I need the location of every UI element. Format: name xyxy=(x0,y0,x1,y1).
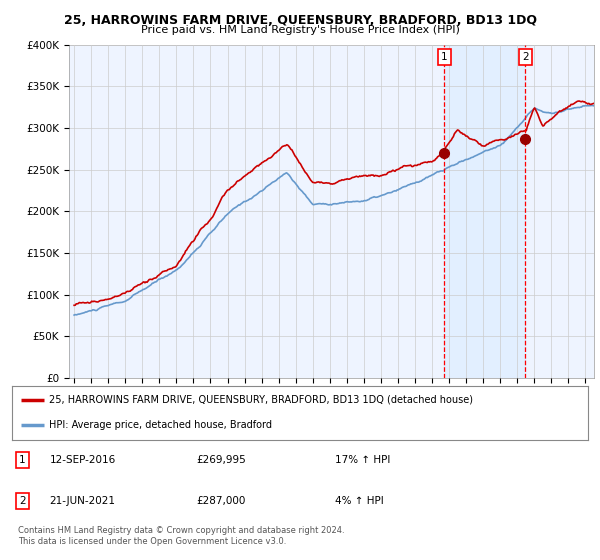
Text: 4% ↑ HPI: 4% ↑ HPI xyxy=(335,496,383,506)
Text: £269,995: £269,995 xyxy=(196,455,246,465)
Text: 25, HARROWINS FARM DRIVE, QUEENSBURY, BRADFORD, BD13 1DQ (detached house): 25, HARROWINS FARM DRIVE, QUEENSBURY, BR… xyxy=(49,395,473,405)
Text: Contains HM Land Registry data © Crown copyright and database right 2024.
This d: Contains HM Land Registry data © Crown c… xyxy=(18,526,344,546)
Text: £287,000: £287,000 xyxy=(196,496,245,506)
Text: Price paid vs. HM Land Registry's House Price Index (HPI): Price paid vs. HM Land Registry's House … xyxy=(140,25,460,35)
Text: 12-SEP-2016: 12-SEP-2016 xyxy=(49,455,116,465)
Text: 1: 1 xyxy=(441,52,448,62)
Bar xyxy=(444,45,526,378)
Text: 25, HARROWINS FARM DRIVE, QUEENSBURY, BRADFORD, BD13 1DQ: 25, HARROWINS FARM DRIVE, QUEENSBURY, BR… xyxy=(64,14,536,27)
Text: HPI: Average price, detached house, Bradford: HPI: Average price, detached house, Brad… xyxy=(49,419,272,430)
Text: 17% ↑ HPI: 17% ↑ HPI xyxy=(335,455,390,465)
Text: 1: 1 xyxy=(19,455,26,465)
Text: 2: 2 xyxy=(522,52,529,62)
Text: 2: 2 xyxy=(19,496,26,506)
Text: 21-JUN-2021: 21-JUN-2021 xyxy=(49,496,115,506)
